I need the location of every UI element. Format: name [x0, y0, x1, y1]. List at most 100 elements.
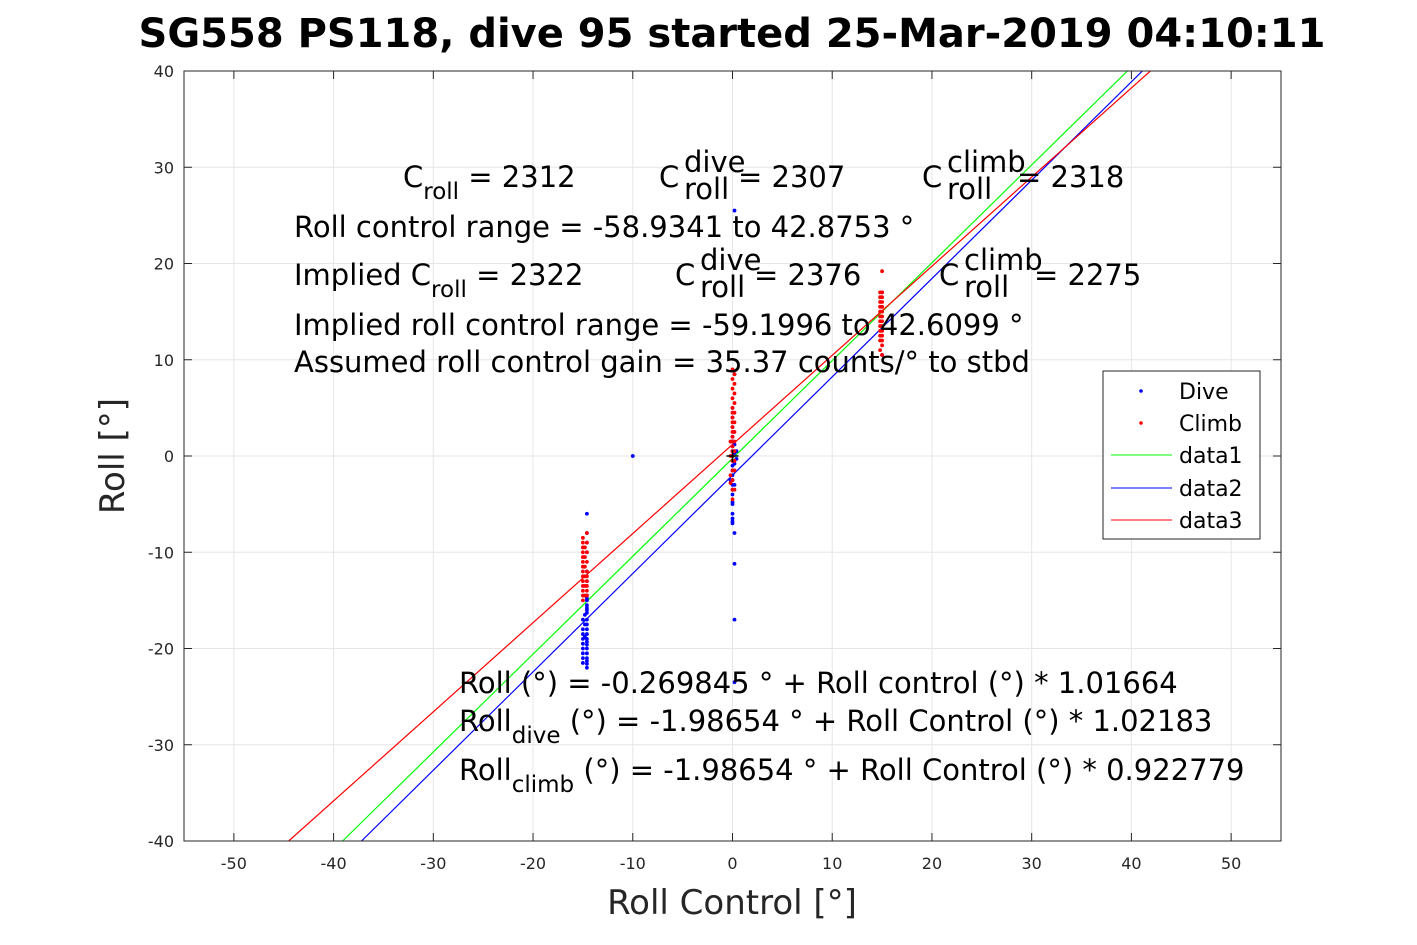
climb-point — [728, 481, 733, 485]
y-tick-label: -40 — [148, 832, 174, 851]
x-tick-label: -20 — [520, 854, 546, 873]
dive-point — [732, 208, 737, 213]
climb-point — [730, 415, 735, 420]
x-tick-label: -10 — [620, 854, 646, 873]
climb-point — [880, 300, 884, 304]
climb-point — [583, 545, 587, 550]
dive-point — [730, 500, 735, 505]
climb-point — [880, 324, 884, 328]
climb-point — [732, 430, 737, 434]
plot-frame — [183, 70, 1282, 842]
climb-point — [880, 314, 884, 319]
annotation-gain: Assumed roll control gain = 35.37 counts… — [294, 345, 1030, 379]
annotation-implied-range: Implied roll control range = -59.1996 to… — [294, 308, 1024, 342]
annotation-croll-dive-sup: dive — [684, 145, 745, 179]
legend-marker-climb — [1139, 421, 1143, 425]
series-data2 — [361, 71, 1143, 841]
climb-point — [732, 381, 737, 386]
legend-label-dive: Dive — [1179, 380, 1229, 405]
climb-point — [880, 290, 884, 295]
climb-point — [880, 338, 884, 343]
legend-label-data1: data1 — [1179, 444, 1243, 469]
annotation-implied-climb-sup: climb — [964, 243, 1043, 277]
x-tick-label: 20 — [922, 854, 942, 873]
y-tick-label: -30 — [148, 736, 174, 755]
dive-point — [584, 662, 589, 666]
climb-point — [732, 468, 737, 473]
climb-point — [732, 458, 737, 463]
climb-point — [581, 569, 585, 574]
annotation-implied-dive: C — [675, 258, 695, 292]
x-tick-label: 10 — [822, 854, 842, 873]
annotation-croll-dive: C — [659, 160, 679, 194]
climb-point — [730, 405, 735, 410]
climb-point — [728, 473, 733, 478]
y-axis-ticks: -40 -30 -20 -10 0 10 20 30 40 — [148, 62, 1281, 851]
dive-point — [584, 636, 589, 641]
annotation-croll-dive-value: = 2307 — [738, 160, 845, 194]
climb-point — [730, 478, 735, 482]
climb-point — [581, 535, 585, 540]
series-climb — [581, 269, 884, 603]
x-axis-label: Roll Control [°] — [607, 883, 857, 923]
climb-point — [581, 579, 585, 584]
y-tick-label: 10 — [154, 351, 174, 370]
climb-point — [584, 593, 589, 598]
climb-point — [880, 343, 884, 348]
climb-point — [732, 439, 737, 444]
dive-point — [732, 617, 737, 622]
dive-point — [584, 659, 589, 663]
climb-point — [880, 309, 884, 314]
dive-point — [581, 632, 585, 636]
x-tick-label: -30 — [420, 854, 446, 873]
climb-point — [880, 353, 884, 357]
dive-point — [584, 651, 589, 656]
climb-point — [584, 550, 589, 555]
dive-point — [630, 454, 635, 458]
climb-point — [880, 304, 884, 309]
dive-point — [581, 627, 585, 632]
dive-point — [584, 617, 589, 622]
climb-point — [732, 391, 737, 396]
y-tick-label: 30 — [154, 158, 174, 177]
climb-point — [880, 295, 884, 300]
dive-point — [732, 482, 737, 487]
series-data3 — [288, 71, 1151, 841]
dive-point — [584, 642, 589, 647]
legend-marker-dive — [1139, 389, 1143, 393]
climb-point — [730, 396, 735, 401]
annotation-croll-climb: C — [922, 160, 942, 194]
climb-point — [732, 449, 737, 454]
dive-point — [581, 661, 585, 665]
dive-point — [581, 646, 585, 651]
climb-point — [583, 555, 587, 559]
dive-point — [730, 516, 735, 521]
dive-point — [584, 632, 589, 636]
x-tick-label: 30 — [1022, 854, 1042, 873]
dive-point — [584, 627, 589, 632]
climb-point — [730, 497, 735, 502]
dive-point — [732, 680, 737, 685]
annotation-implied-climb-sub: roll — [964, 270, 1009, 304]
climb-point — [880, 328, 884, 333]
dive-point — [732, 531, 737, 535]
y-tick-label: -20 — [148, 640, 174, 659]
x-tick-label: 40 — [1121, 854, 1141, 873]
climb-point — [880, 333, 884, 338]
y-tick-label: 40 — [154, 62, 174, 81]
x-tick-label: -50 — [221, 854, 247, 873]
annotation-croll: Croll = 2312 — [403, 160, 576, 205]
climb-point — [584, 540, 589, 545]
annotation-implied-dive-sup: dive — [700, 243, 761, 277]
x-tick-label: 50 — [1221, 854, 1241, 873]
climb-point — [584, 559, 589, 564]
chart-title: SG558 PS118, dive 95 started 25-Mar-2019… — [139, 11, 1326, 57]
climb-point — [581, 598, 585, 603]
climb-point — [581, 540, 585, 545]
y-tick-label: -10 — [148, 543, 174, 562]
dive-point — [584, 606, 589, 610]
climb-point — [732, 410, 737, 415]
dive-point — [584, 656, 589, 661]
origin-marker — [726, 450, 739, 462]
